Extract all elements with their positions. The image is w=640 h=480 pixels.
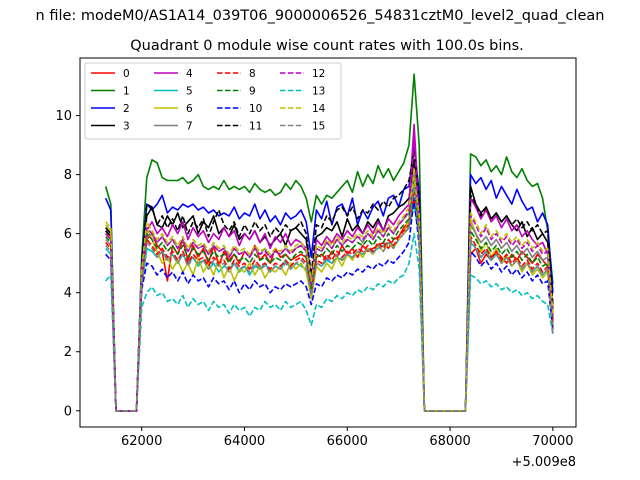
legend-label-15: 15 <box>312 121 325 133</box>
legend-label-10: 10 <box>249 103 262 115</box>
series-line-0 <box>105 197 554 412</box>
y-axis: 0 2 4 6 8 10 <box>55 109 80 419</box>
series-line-10 <box>105 197 554 412</box>
chart-title: Quadrant 0 module wise count rates with … <box>130 38 524 54</box>
x-tick-label: 70000 <box>532 434 573 449</box>
legend-label-9: 9 <box>249 86 256 98</box>
series-line-4 <box>105 123 554 412</box>
x-tick-label: 68000 <box>429 434 470 449</box>
series-layer <box>104 73 554 412</box>
legend-label-14: 14 <box>312 103 326 115</box>
legend-label-6: 6 <box>186 103 193 115</box>
x-offset-label: +5.009e8 <box>512 455 576 470</box>
series-line-12 <box>105 138 554 412</box>
legend-label-3: 3 <box>123 121 130 133</box>
legend-label-8: 8 <box>249 68 256 80</box>
series-line-15 <box>105 185 554 412</box>
legend-label-12: 12 <box>312 68 325 80</box>
x-tick-label: 62000 <box>121 434 162 449</box>
legend-label-4: 4 <box>186 68 193 80</box>
x-axis: 62000 64000 66000 68000 70000 <box>121 427 574 449</box>
legend-label-5: 5 <box>186 86 193 98</box>
figure-suptitle: n file: modeM0/AS1A14_039T06_9000006526_… <box>36 8 605 24</box>
y-tick-label: 8 <box>64 168 72 183</box>
legend-label-2: 2 <box>123 103 130 115</box>
legend-box <box>84 62 342 140</box>
y-tick-label: 6 <box>64 227 72 242</box>
legend-label-0: 0 <box>123 68 130 80</box>
plot-frame <box>79 57 577 428</box>
legend-label-7: 7 <box>186 121 193 133</box>
y-tick-label: 10 <box>55 109 72 124</box>
x-tick-label: 64000 <box>224 434 265 449</box>
y-tick-label: 4 <box>64 286 72 301</box>
series-line-1 <box>104 73 554 412</box>
series-line-14 <box>105 176 554 412</box>
series-line-9 <box>105 179 554 412</box>
y-tick-label: 0 <box>64 404 72 419</box>
series-line-8 <box>105 188 554 412</box>
legend-label-1: 1 <box>123 86 130 98</box>
series-line-13 <box>105 232 554 412</box>
series-line-2 <box>104 144 554 412</box>
legend-label-13: 13 <box>312 86 325 98</box>
legend-label-11: 11 <box>249 121 262 133</box>
series-line-11 <box>105 150 554 412</box>
y-tick-label: 2 <box>64 345 72 360</box>
x-tick-label: 66000 <box>327 434 368 449</box>
